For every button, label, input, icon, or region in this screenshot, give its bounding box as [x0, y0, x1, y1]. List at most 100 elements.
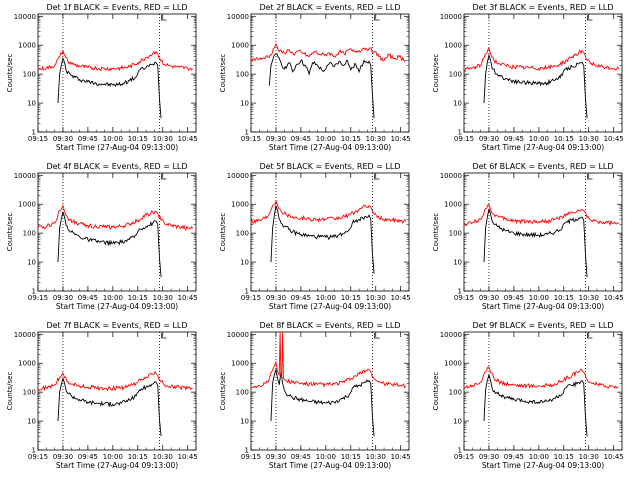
- lld-series-line: [251, 199, 407, 224]
- y-tick-label: 10: [27, 259, 36, 267]
- y-tick-label: 1000: [444, 201, 462, 209]
- x-tick-label: 09:30: [53, 453, 73, 461]
- x-tick-label: 10:00: [316, 294, 336, 302]
- x-axis-label: Start Time (27-Aug-04 09:13:00): [269, 461, 391, 470]
- chart-panel-9: Det 9f BLACK = Events, RED = LLD 1 10 100 10…: [432, 321, 624, 470]
- x-tick-label: 09:30: [479, 294, 499, 302]
- y-tick-label: 10000: [440, 331, 462, 339]
- x-axis-label: Start Time (27-Aug-04 09:13:00): [482, 461, 604, 470]
- y-tick-label: 1: [245, 129, 249, 137]
- x-tick-label: 09:30: [53, 135, 73, 143]
- x-tick-label: 10:00: [316, 135, 336, 143]
- interval-bracket: [374, 15, 380, 21]
- events-series-line: [483, 53, 588, 119]
- x-tick-label: 09:30: [266, 453, 286, 461]
- x-tick-label: 09:15: [28, 453, 48, 461]
- x-tick-label: 10:45: [391, 453, 411, 461]
- y-tick-label: 10000: [440, 172, 462, 180]
- plot-frame: [250, 331, 410, 451]
- interval-bracket: [161, 174, 167, 180]
- interval-bracket: [161, 15, 167, 21]
- y-axis-label: Counts/sec: [219, 372, 227, 411]
- chart-title: Det 1f BLACK = Events, RED = LLD: [46, 3, 187, 12]
- y-tick-label: 1: [32, 447, 36, 455]
- x-tick-label: 09:45: [291, 135, 311, 143]
- chart-title: Det 9f BLACK = Events, RED = LLD: [472, 321, 613, 330]
- y-tick-label: 1000: [18, 201, 36, 209]
- y-tick-label: 100: [23, 389, 36, 397]
- y-tick-label: 10: [453, 100, 462, 108]
- x-tick-label: 09:45: [78, 135, 98, 143]
- chart-title: Det 7f BLACK = Events, RED = LLD: [46, 321, 187, 330]
- y-tick-label: 1: [245, 288, 249, 296]
- y-tick-label: 10000: [227, 331, 249, 339]
- chart-panel-5: Det 5f BLACK = Events, RED = LLD 1 10 100 10…: [219, 162, 411, 311]
- y-tick-label: 1: [458, 447, 462, 455]
- y-tick-label: 1: [32, 288, 36, 296]
- chart-panel-2: Det 2f BLACK = Events, RED = LLD 1 10 100 10…: [219, 3, 411, 152]
- events-series-line: [483, 373, 588, 437]
- plot-frame: [463, 172, 623, 292]
- x-tick-label: 10:15: [128, 135, 148, 143]
- x-tick-label: 09:15: [454, 135, 474, 143]
- events-series-line: [57, 376, 162, 437]
- x-tick-label: 09:45: [291, 294, 311, 302]
- x-tick-label: 10:45: [604, 294, 624, 302]
- y-tick-label: 10000: [227, 13, 249, 21]
- interval-bracket: [374, 333, 380, 339]
- x-tick-label: 10:45: [391, 294, 411, 302]
- chart-title: Det 2f BLACK = Events, RED = LLD: [259, 3, 400, 12]
- y-axis-label: Counts/sec: [219, 213, 227, 252]
- y-tick-label: 10000: [14, 331, 36, 339]
- x-tick-label: 10:15: [128, 453, 148, 461]
- x-tick-label: 10:30: [153, 453, 173, 461]
- y-tick-label: 100: [449, 389, 462, 397]
- x-axis-label: Start Time (27-Aug-04 09:13:00): [56, 302, 178, 311]
- events-series-line: [268, 53, 375, 119]
- x-tick-label: 10:15: [341, 294, 361, 302]
- chart-panel-6: Det 6f BLACK = Events, RED = LLD 1 10 100 10…: [432, 162, 624, 311]
- x-tick-label: 09:15: [454, 453, 474, 461]
- x-tick-label: 09:15: [28, 135, 48, 143]
- lld-series-line: [38, 370, 193, 392]
- chart-panel-1: Det 1f BLACK = Events, RED = LLD 1 10 100 10…: [6, 3, 198, 152]
- y-axis-label: Counts/sec: [432, 372, 440, 411]
- x-tick-label: 09:30: [266, 294, 286, 302]
- y-tick-label: 100: [236, 71, 249, 79]
- chart-panel-8: Det 8f BLACK = Events, RED = LLD 1 10 100 10…: [219, 321, 411, 470]
- lld-series-line: [464, 366, 619, 389]
- x-tick-label: 09:15: [241, 294, 261, 302]
- y-axis-label: Counts/sec: [6, 213, 14, 252]
- x-tick-label: 09:30: [53, 294, 73, 302]
- x-tick-label: 10:00: [103, 135, 123, 143]
- lld-series-line: [38, 49, 194, 72]
- y-tick-label: 100: [23, 71, 36, 79]
- lld-series-line: [251, 332, 407, 389]
- events-series-line: [57, 56, 162, 119]
- x-tick-label: 10:30: [579, 294, 599, 302]
- y-tick-label: 1000: [444, 42, 462, 50]
- x-tick-label: 09:45: [78, 294, 98, 302]
- events-series-line: [270, 205, 375, 274]
- x-tick-label: 09:15: [28, 294, 48, 302]
- y-tick-label: 10: [453, 418, 462, 426]
- x-tick-label: 10:15: [554, 453, 574, 461]
- x-tick-label: 09:45: [504, 135, 524, 143]
- x-tick-label: 10:15: [128, 294, 148, 302]
- y-axis-label: Counts/sec: [6, 372, 14, 411]
- interval-bracket: [587, 15, 593, 21]
- plot-frame: [250, 13, 410, 133]
- x-tick-label: 10:30: [579, 453, 599, 461]
- x-tick-label: 10:45: [178, 135, 198, 143]
- y-tick-label: 1000: [231, 360, 249, 368]
- y-tick-label: 10: [453, 259, 462, 267]
- x-tick-label: 10:30: [153, 135, 173, 143]
- y-tick-label: 10: [240, 100, 249, 108]
- x-tick-label: 10:30: [366, 294, 386, 302]
- x-tick-label: 09:30: [479, 453, 499, 461]
- y-tick-label: 1: [458, 129, 462, 137]
- y-axis-label: Counts/sec: [219, 54, 227, 93]
- interval-bracket: [587, 333, 593, 339]
- x-tick-label: 10:45: [178, 453, 198, 461]
